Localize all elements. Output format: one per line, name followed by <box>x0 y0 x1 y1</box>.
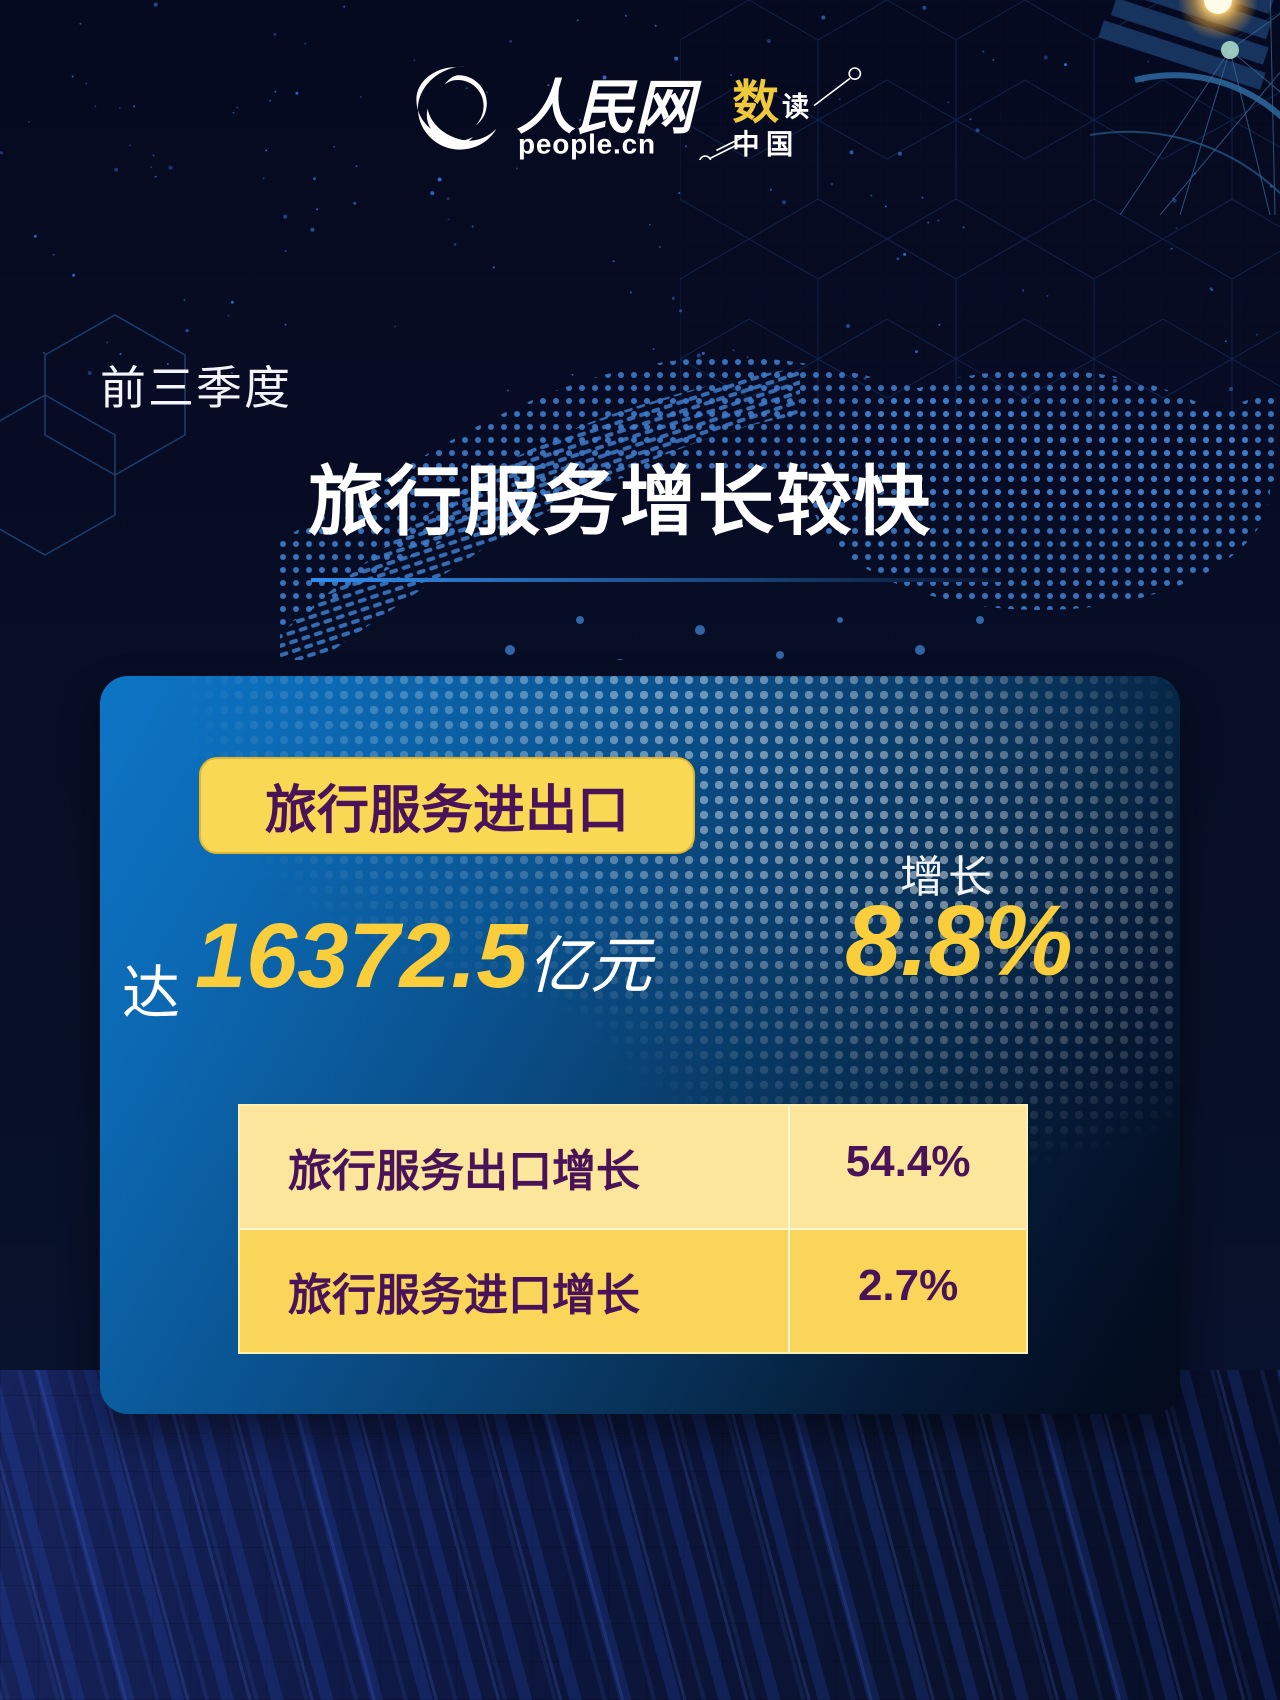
svg-text:people.cn: people.cn <box>518 129 656 160</box>
svg-text:读: 读 <box>782 92 809 122</box>
svg-text:中国: 中国 <box>732 130 799 160</box>
svg-text:数: 数 <box>732 77 779 129</box>
